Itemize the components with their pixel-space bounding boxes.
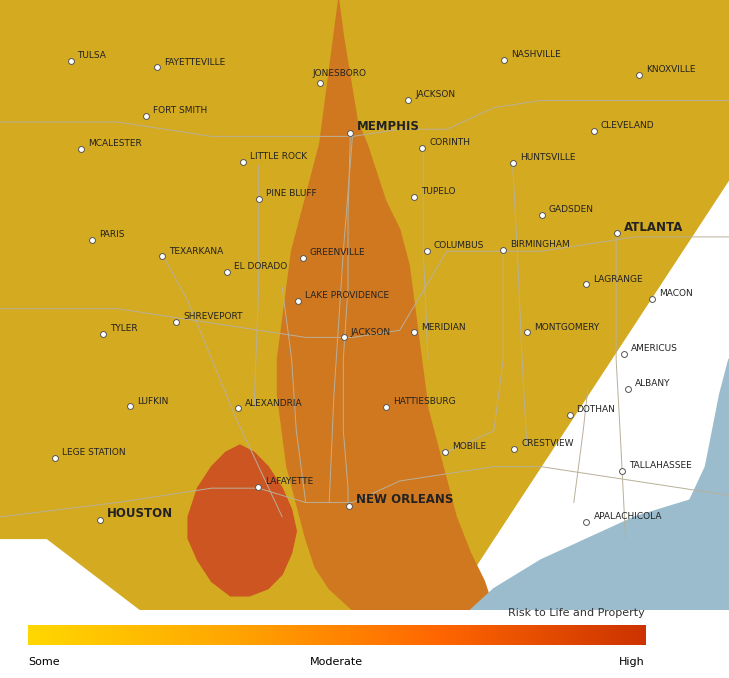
Text: Some: Some bbox=[28, 657, 60, 667]
Text: FAYETTEVILLE: FAYETTEVILLE bbox=[164, 58, 225, 66]
Point bbox=[86, 235, 98, 245]
Polygon shape bbox=[470, 488, 729, 610]
Text: JACKSON: JACKSON bbox=[351, 327, 391, 336]
Point bbox=[439, 447, 451, 458]
Text: DOTHAN: DOTHAN bbox=[577, 405, 615, 414]
Point bbox=[125, 401, 136, 412]
Text: PARIS: PARIS bbox=[98, 230, 124, 239]
Point bbox=[581, 279, 593, 290]
Text: EL DORADO: EL DORADO bbox=[234, 262, 287, 271]
Text: MEMPHIS: MEMPHIS bbox=[357, 120, 420, 133]
Text: GREENVILLE: GREENVILLE bbox=[310, 248, 365, 257]
Point bbox=[616, 466, 628, 477]
Text: KNOXVILLE: KNOXVILLE bbox=[646, 65, 695, 74]
Point bbox=[647, 293, 658, 304]
Text: MERIDIAN: MERIDIAN bbox=[421, 323, 465, 332]
Point bbox=[49, 453, 61, 464]
Polygon shape bbox=[278, 0, 494, 610]
Point bbox=[536, 210, 547, 220]
Point bbox=[151, 62, 163, 73]
Text: TYLER: TYLER bbox=[110, 324, 138, 333]
Point bbox=[297, 252, 308, 263]
Point bbox=[521, 327, 533, 338]
Text: PINE BLUFF: PINE BLUFF bbox=[265, 189, 316, 198]
Point bbox=[253, 193, 265, 204]
Text: MACON: MACON bbox=[659, 289, 693, 298]
Text: NEW ORLEANS: NEW ORLEANS bbox=[356, 494, 453, 506]
Point bbox=[564, 410, 575, 420]
Text: COLUMBUS: COLUMBUS bbox=[434, 241, 484, 250]
Point bbox=[581, 517, 593, 527]
Text: CRESTVIEW: CRESTVIEW bbox=[521, 439, 574, 448]
Text: SHREVEPORT: SHREVEPORT bbox=[183, 312, 243, 321]
Point bbox=[507, 157, 519, 168]
Text: APALACHICOLA: APALACHICOLA bbox=[593, 512, 662, 521]
Point bbox=[381, 401, 392, 412]
Text: TUPELO: TUPELO bbox=[421, 187, 456, 196]
Point bbox=[94, 515, 106, 525]
Point bbox=[232, 403, 243, 414]
Point bbox=[611, 228, 623, 239]
Point bbox=[421, 246, 432, 257]
Text: LAKE PROVIDENCE: LAKE PROVIDENCE bbox=[305, 291, 389, 300]
Point bbox=[76, 143, 87, 154]
Point bbox=[345, 127, 356, 138]
Text: ATLANTA: ATLANTA bbox=[623, 220, 683, 233]
Point bbox=[338, 332, 350, 343]
Text: TULSA: TULSA bbox=[77, 52, 106, 60]
Text: TEXARKANA: TEXARKANA bbox=[169, 247, 224, 256]
Point bbox=[622, 384, 634, 395]
Point bbox=[343, 500, 355, 511]
Point bbox=[238, 157, 249, 167]
Text: High: High bbox=[619, 657, 645, 667]
Text: LAFAYETTE: LAFAYETTE bbox=[265, 477, 313, 486]
Text: JONESBORO: JONESBORO bbox=[313, 69, 367, 79]
Point bbox=[65, 56, 77, 66]
Polygon shape bbox=[188, 445, 296, 596]
Text: BIRMINGHAM: BIRMINGHAM bbox=[510, 240, 570, 249]
Text: LEGE STATION: LEGE STATION bbox=[61, 448, 125, 457]
Text: AMERICUS: AMERICUS bbox=[631, 344, 678, 353]
Polygon shape bbox=[0, 0, 729, 610]
Polygon shape bbox=[612, 359, 729, 610]
Point bbox=[222, 266, 233, 277]
Text: Moderate: Moderate bbox=[310, 657, 363, 667]
Text: CORINTH: CORINTH bbox=[429, 138, 470, 147]
Point bbox=[157, 251, 168, 262]
Text: HOUSTON: HOUSTON bbox=[107, 507, 174, 520]
Point bbox=[408, 191, 420, 202]
Text: MOBILE: MOBILE bbox=[452, 443, 486, 452]
Text: GADSDEN: GADSDEN bbox=[549, 205, 593, 214]
Text: HUNTSVILLE: HUNTSVILLE bbox=[520, 153, 576, 162]
Text: ALBANY: ALBANY bbox=[635, 379, 671, 388]
Point bbox=[98, 328, 109, 339]
Text: LAGRANGE: LAGRANGE bbox=[593, 275, 643, 283]
Text: JACKSON: JACKSON bbox=[416, 90, 456, 99]
Point bbox=[292, 296, 303, 306]
Point bbox=[416, 142, 428, 153]
Point bbox=[252, 481, 264, 492]
Point bbox=[499, 54, 510, 65]
Text: MCALESTER: MCALESTER bbox=[88, 139, 142, 148]
Point bbox=[140, 110, 152, 121]
Point bbox=[171, 316, 182, 327]
Text: NASHVILLE: NASHVILLE bbox=[511, 49, 561, 59]
Point bbox=[618, 348, 630, 359]
Point bbox=[588, 125, 599, 136]
Text: CLEVELAND: CLEVELAND bbox=[601, 121, 654, 130]
Text: Risk to Life and Property: Risk to Life and Property bbox=[508, 608, 645, 618]
Point bbox=[408, 327, 420, 338]
Point bbox=[508, 443, 520, 454]
Text: LITTLE ROCK: LITTLE ROCK bbox=[250, 153, 307, 161]
Text: MONTGOMERY: MONTGOMERY bbox=[534, 323, 599, 332]
Text: LUFKIN: LUFKIN bbox=[137, 397, 168, 405]
Point bbox=[402, 94, 414, 105]
Text: TALLAHASSEE: TALLAHASSEE bbox=[628, 461, 692, 470]
Point bbox=[497, 244, 509, 255]
Text: FORT SMITH: FORT SMITH bbox=[153, 106, 207, 115]
Text: HATTIESBURG: HATTIESBURG bbox=[393, 397, 456, 406]
Point bbox=[633, 69, 644, 80]
Text: ALEXANDRIA: ALEXANDRIA bbox=[245, 399, 303, 407]
Point bbox=[314, 78, 326, 89]
